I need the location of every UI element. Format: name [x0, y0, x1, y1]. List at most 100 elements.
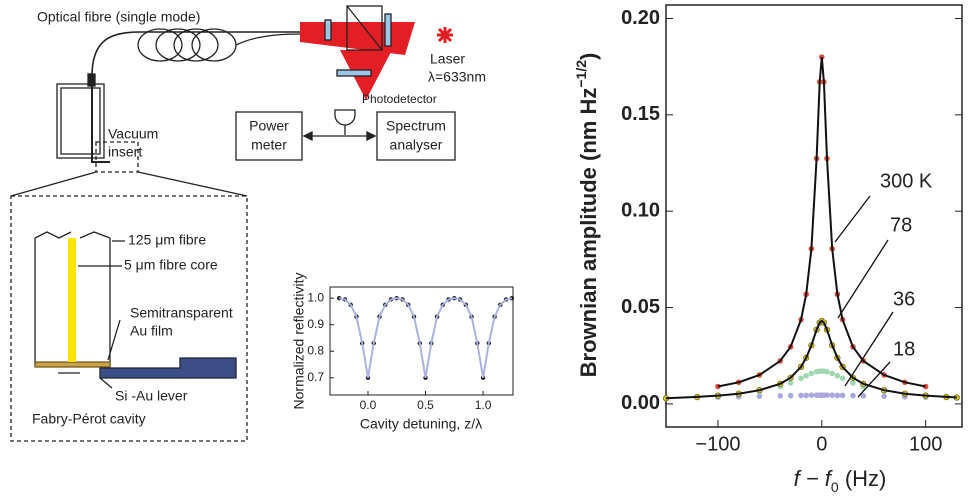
diagram-shape [56, 83, 105, 159]
data-point [881, 393, 887, 399]
y-tick-label: 0.7 [307, 370, 324, 384]
x-tick-label: 0 [816, 433, 827, 455]
y-tick-label: 0.20 [621, 7, 660, 29]
data-point [850, 380, 856, 386]
data-point [803, 392, 810, 399]
diagram-shape [384, 13, 392, 47]
diagram-label: Optical fibre (single mode) [37, 9, 200, 25]
diagram-shape [10, 171, 248, 197]
diagram-shape [376, 111, 456, 161]
series-label: 18 [893, 338, 915, 360]
x-axis-label-part: f − f [794, 466, 834, 491]
x-tick-label: 0.0 [360, 398, 377, 412]
y-tick-label: 0.05 [621, 296, 660, 318]
diagram-shape [58, 240, 125, 389]
x-axis-label-part: (Hz) [839, 466, 887, 491]
diagram-shape [91, 86, 110, 163]
diagram-label: Laser [430, 51, 465, 67]
y-axis-label-part: Brownian amplitude (nm Hz [576, 88, 601, 378]
data-point [829, 392, 835, 399]
leader-line [857, 361, 891, 398]
x-tick-label: 1.0 [475, 398, 492, 412]
y-axis-label: Brownian amplitude (nm Hz−1/2) [573, 53, 601, 378]
diagram-shape [137, 28, 183, 62]
data-point [787, 380, 794, 386]
data-point [834, 392, 841, 399]
data-point [834, 372, 841, 379]
diagram-shape [91, 31, 300, 77]
diagram-shape [155, 28, 201, 62]
diagram-shape [10, 195, 248, 442]
leader-line [844, 311, 894, 387]
y-tick-label: 0.9 [307, 317, 324, 331]
data-point [798, 392, 804, 399]
x-axis-label-part: 0 [831, 479, 839, 495]
diagram-label: 125 μm fibre [128, 232, 206, 248]
x-tick-label: −100 [695, 433, 740, 455]
plot-frame [329, 286, 514, 396]
diagram-label: Spectrum [386, 118, 446, 134]
data-point [922, 383, 929, 390]
leader-line [837, 239, 889, 319]
diagram-label: analyser [390, 137, 443, 153]
diagram-shape [68, 238, 76, 362]
data-point [824, 392, 830, 399]
diagram-shape [191, 28, 237, 62]
fit-line [338, 297, 513, 378]
data-point [829, 370, 835, 377]
y-tick-label: 0.00 [621, 392, 660, 414]
diagram-shape [302, 130, 377, 142]
data-point [803, 372, 810, 379]
data-point [839, 375, 846, 382]
fit-line [665, 319, 957, 400]
diagram-shape [60, 87, 101, 155]
data-point [808, 392, 815, 399]
diagram-shape [173, 28, 219, 62]
diagram-label: Power [249, 118, 289, 134]
data-point [850, 392, 856, 399]
data-point [808, 370, 815, 377]
diagram-label: Fabry-Pérot cavity [32, 411, 146, 427]
diagram-label: meter [251, 137, 287, 153]
diagram-shape [235, 111, 303, 161]
diagram-shape [34, 361, 111, 368]
data-point [798, 375, 804, 382]
diagram-shape [235, 33, 301, 46]
diagram-label: Semitransparent [130, 305, 233, 321]
x-tick-label: 0.5 [417, 398, 434, 412]
diagram-label: Photodetector [362, 92, 437, 106]
data-point [824, 368, 830, 375]
diagram-label: λ=633nm [428, 69, 486, 85]
x-tick-label: 100 [909, 433, 942, 455]
series-label: 36 [893, 288, 915, 310]
fit-line [717, 56, 926, 388]
y-tick-label: 0.15 [621, 103, 660, 125]
series-label: 78 [890, 214, 912, 236]
y-axis-label: Normalized reflectivity [291, 273, 307, 410]
y-axis-label-part: ) [576, 53, 601, 60]
data-point [777, 392, 784, 399]
diagram-shape [99, 357, 237, 379]
plot-frame [665, 4, 963, 428]
diagram-shape [346, 5, 383, 51]
leader-line [834, 195, 871, 243]
x-axis-label: Cavity detuning, z/λ [360, 416, 482, 432]
data-point [860, 392, 867, 399]
diagram-shape [334, 109, 356, 135]
y-tick-label: 0.8 [307, 343, 324, 357]
diagram-label: insert [108, 144, 142, 160]
diagram-label: Au film [130, 323, 173, 339]
diagram-shape [95, 141, 139, 173]
schematic [10, 5, 456, 442]
diagram-label: 5 μm fibre core [124, 257, 218, 273]
diagram-label: Vacuum [108, 126, 158, 142]
y-tick-label: 1.0 [307, 290, 324, 304]
data-point [839, 392, 846, 399]
diagram-shape [437, 27, 453, 43]
diagram-shape [346, 5, 383, 51]
y-tick-label: 0.10 [621, 199, 660, 221]
diagram-label: Si -Au lever [115, 388, 188, 404]
x-axis-label: f − f0 (Hz) [794, 466, 887, 495]
